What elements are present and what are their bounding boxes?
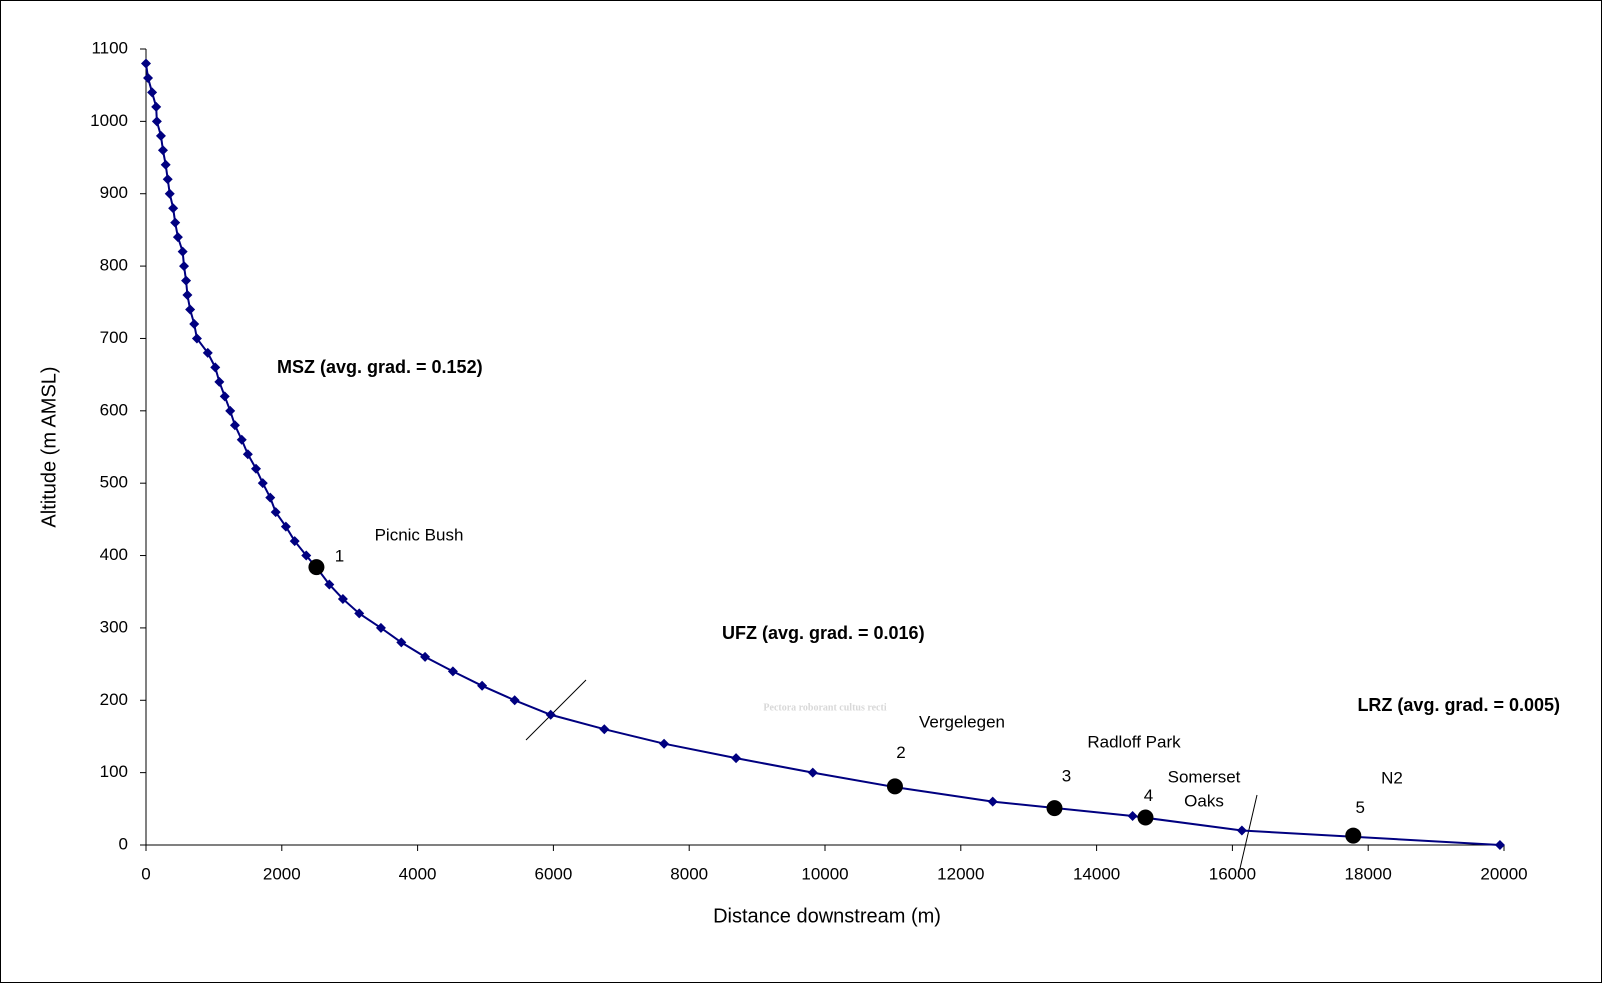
site-marker: [1137, 810, 1153, 826]
annotation: Somerset: [1168, 767, 1241, 786]
x-tick-label: 6000: [534, 864, 572, 883]
y-tick-label: 400: [100, 545, 128, 564]
watermark: Pectora roborant cultus recti: [763, 702, 886, 713]
y-tick-label: 1100: [91, 38, 128, 57]
x-axis-title: Distance downstream (m): [713, 905, 941, 927]
chart: Distance downstream (m) Altitude (m AMSL…: [0, 0, 1603, 984]
site-label: 5: [1356, 798, 1365, 817]
site-label: 2: [896, 743, 905, 762]
x-tick-label: 4000: [399, 864, 437, 883]
annotation: N2: [1381, 768, 1403, 787]
annotation: Vergelegen: [919, 712, 1005, 731]
y-tick-label: 100: [100, 762, 128, 781]
site-marker: [887, 778, 903, 794]
y-tick-label: 700: [100, 328, 128, 347]
annotation: Picnic Bush: [375, 525, 464, 544]
x-tick-label: 16000: [1209, 864, 1256, 883]
y-tick-label: 200: [100, 690, 128, 709]
chart-frame: [1, 1, 1602, 983]
x-tick-label: 20000: [1480, 864, 1527, 883]
y-tick-label: 900: [100, 183, 128, 202]
site-marker: [1047, 800, 1063, 816]
y-tick-label: 0: [119, 834, 128, 853]
y-tick-label: 600: [100, 400, 128, 419]
x-tick-label: 10000: [801, 864, 848, 883]
y-axis-title: Altitude (m AMSL): [38, 366, 60, 527]
zone-label: UFZ (avg. grad. = 0.016): [722, 623, 925, 643]
x-tick-label: 14000: [1073, 864, 1120, 883]
site-marker: [1345, 828, 1361, 844]
y-tick-label: 500: [100, 473, 128, 492]
y-tick-label: 1000: [90, 111, 128, 130]
zone-label: LRZ (avg. grad. = 0.005): [1357, 695, 1560, 715]
zone-label: MSZ (avg. grad. = 0.152): [277, 357, 483, 377]
y-tick-label: 800: [100, 256, 128, 275]
annotation: Radloff Park: [1087, 732, 1181, 751]
x-tick-label: 8000: [670, 864, 708, 883]
x-tick-label: 12000: [937, 864, 984, 883]
site-label: 1: [335, 547, 344, 566]
x-tick-label: 2000: [263, 864, 301, 883]
x-tick-label: 18000: [1345, 864, 1392, 883]
annotation: Oaks: [1184, 791, 1224, 810]
y-tick-label: 300: [100, 617, 128, 636]
x-tick-label: 0: [141, 864, 150, 883]
site-label: 3: [1062, 767, 1071, 786]
site-label: 4: [1144, 786, 1153, 805]
site-marker: [308, 559, 324, 575]
